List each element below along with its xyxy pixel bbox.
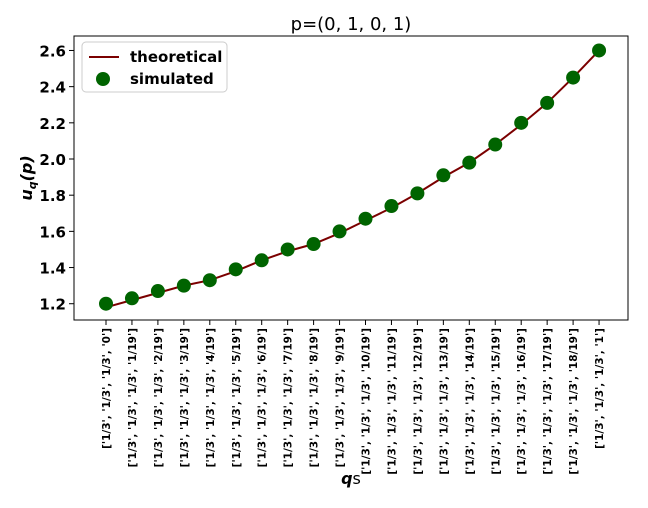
x-tick-label: ['1/3', '1/3', '1/3', '14/19'] <box>464 328 476 475</box>
x-tick-label: ['1/3', '1/3', '1/3', '17/19'] <box>542 328 554 475</box>
data-point-simulated <box>462 155 477 170</box>
data-point-simulated <box>176 278 191 293</box>
data-point-simulated <box>99 296 113 311</box>
data-point-simulated <box>358 211 373 226</box>
x-tick-label: ['1/3', '1/3', '1/3', '15/19'] <box>490 328 502 475</box>
x-tick-label: ['1/3', '1/3', '1/3', '7/19'] <box>283 328 295 467</box>
x-tick-label: ['1/3', '1/3', '1/3', '9/19'] <box>335 328 347 467</box>
legend-label-theoretical: theoretical <box>130 48 222 66</box>
x-tick-label: ['1/3', '1/3', '1/3', '4/19'] <box>205 328 217 467</box>
x-tick-label: ['1/3', '1/3', '1/3', '0'] <box>101 328 113 449</box>
y-tick-label: 1.4 <box>39 260 66 278</box>
data-point-simulated <box>332 224 347 239</box>
x-axis-label-rest: s <box>353 469 361 488</box>
y-tick-label: 2.0 <box>39 151 66 169</box>
legend-dot-swatch <box>96 72 110 86</box>
x-tick-label: ['1/3', '1/3', '1/3', '3/19'] <box>179 328 191 467</box>
svg-text:qs: qs <box>341 469 361 488</box>
data-point-simulated <box>254 253 269 268</box>
data-point-simulated <box>514 115 529 130</box>
x-axis-label-bold: q <box>341 469 352 488</box>
x-tick-label: ['1/3', '1/3', '1/3', '1'] <box>594 328 606 449</box>
data-point-simulated <box>436 168 451 183</box>
plot-frame <box>73 35 629 321</box>
axes-layer: 1.2 1.4 1.6 1.8 2.0 2.2 2.4 2.6 ['1/3', '1/3', '… <box>39 42 606 474</box>
x-tick-label: ['1/3', '1/3', '1/3', '10/19'] <box>361 328 373 475</box>
data-point-simulated <box>410 186 425 201</box>
x-tick-label: ['1/3', '1/3', '1/3', '11/19'] <box>386 328 398 475</box>
y-tick-label: 2.6 <box>39 42 66 60</box>
y-tick-label: 1.6 <box>39 223 66 241</box>
data-point-simulated <box>306 237 321 252</box>
svg-text:uq(p): uq(p) <box>17 155 39 200</box>
data-point-simulated <box>540 95 555 110</box>
y-tick-label: 2.4 <box>39 79 66 97</box>
data-point-simulated <box>124 291 139 306</box>
data-point-simulated <box>384 199 399 214</box>
x-tick-label: ['1/3', '1/3', '1/3', '5/19'] <box>231 328 243 467</box>
y-tick-label: 1.8 <box>39 187 66 205</box>
y-tick-label: 1.2 <box>39 296 66 314</box>
legend-label-simulated: simulated <box>130 70 214 88</box>
data-point-simulated <box>592 43 607 58</box>
x-tick-label: ['1/3', '1/3', '1/3', '2/19'] <box>153 328 165 467</box>
x-tick-label: ['1/3', '1/3', '1/3', '12/19'] <box>412 328 424 475</box>
y-tick-label: 2.2 <box>39 115 66 133</box>
data-point-simulated <box>228 262 243 277</box>
marks-layer <box>99 43 607 311</box>
x-tick-label: ['1/3', '1/3', '1/3', '18/19'] <box>568 328 580 475</box>
data-point-simulated <box>488 137 503 152</box>
data-point-simulated <box>280 242 295 257</box>
data-point-simulated <box>150 284 165 299</box>
x-axis-label: qs <box>341 469 361 488</box>
x-tick-label: ['1/3', '1/3', '1/3', '16/19'] <box>516 328 528 475</box>
y-axis-label: uq(p) <box>17 155 39 200</box>
chart-title: p=(0, 1, 0, 1) <box>291 14 412 35</box>
legend-box <box>81 41 228 93</box>
data-point-simulated <box>566 70 581 85</box>
legend: theoretical simulated <box>81 41 228 93</box>
data-point-simulated <box>202 273 217 288</box>
x-tick-label: ['1/3', '1/3', '1/3', '8/19'] <box>309 328 321 467</box>
x-tick-label: ['1/3', '1/3', '1/3', '6/19'] <box>257 328 269 467</box>
x-tick-label: ['1/3', '1/3', '1/3', '13/19'] <box>438 328 450 475</box>
x-tick-label: ['1/3', '1/3', '1/3', '1/19'] <box>127 328 139 467</box>
